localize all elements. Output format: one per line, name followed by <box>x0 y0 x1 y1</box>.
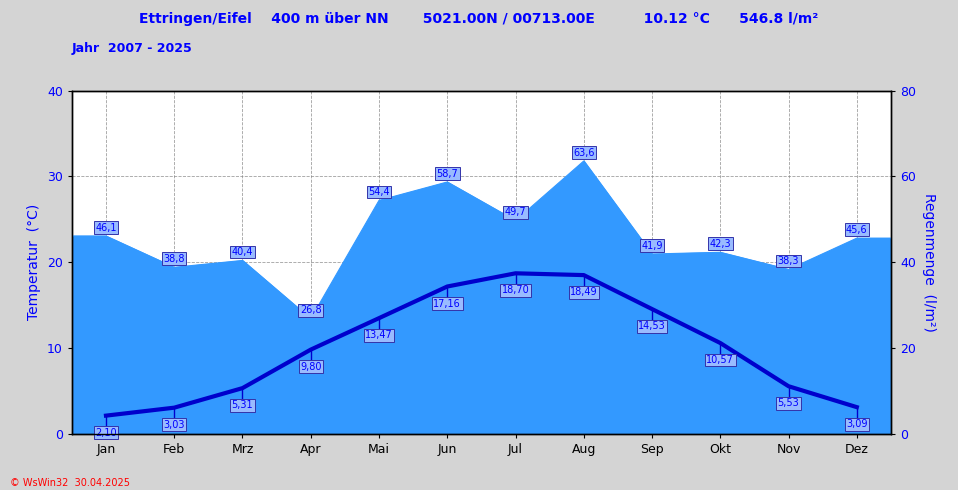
Text: 3,03: 3,03 <box>164 419 185 430</box>
Text: 18,49: 18,49 <box>570 287 598 297</box>
Text: 3,09: 3,09 <box>846 419 868 429</box>
Text: 58,7: 58,7 <box>437 169 458 178</box>
Text: 17,16: 17,16 <box>433 298 461 309</box>
Text: 63,6: 63,6 <box>573 147 595 157</box>
Text: 2,10: 2,10 <box>95 428 117 438</box>
Text: 26,8: 26,8 <box>300 305 322 316</box>
Y-axis label: Regenmenge  (l/m²): Regenmenge (l/m²) <box>922 193 936 332</box>
Text: © WsWin32  30.04.2025: © WsWin32 30.04.2025 <box>10 478 129 488</box>
Text: 49,7: 49,7 <box>505 207 526 217</box>
Text: 40,4: 40,4 <box>232 247 253 257</box>
Text: 5,31: 5,31 <box>232 400 253 410</box>
Text: 38,8: 38,8 <box>164 254 185 264</box>
Text: 45,6: 45,6 <box>846 225 868 235</box>
Text: 18,70: 18,70 <box>502 285 530 295</box>
Text: 46,1: 46,1 <box>95 222 117 233</box>
Text: 41,9: 41,9 <box>641 241 663 250</box>
Text: 9,80: 9,80 <box>300 362 322 371</box>
Text: 42,3: 42,3 <box>710 239 731 249</box>
Text: 14,53: 14,53 <box>638 321 666 331</box>
Text: 13,47: 13,47 <box>365 330 393 340</box>
Text: Ettringen/Eifel    400 m über NN       5021.00N / 00713.00E          10.12 °C   : Ettringen/Eifel 400 m über NN 5021.00N /… <box>139 12 819 26</box>
Text: 5,53: 5,53 <box>778 398 799 408</box>
Text: 10,57: 10,57 <box>706 355 734 365</box>
Y-axis label: Temperatur  (°C): Temperatur (°C) <box>28 204 41 320</box>
Text: 54,4: 54,4 <box>368 187 390 197</box>
Text: Jahr  2007 - 2025: Jahr 2007 - 2025 <box>72 42 193 55</box>
Text: 38,3: 38,3 <box>778 256 799 266</box>
